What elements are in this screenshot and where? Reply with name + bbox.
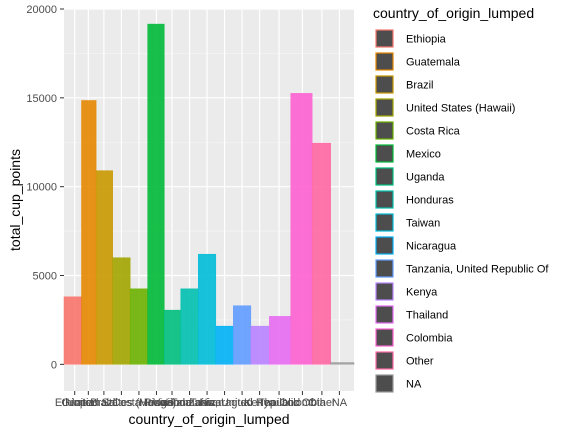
legend-label: Tanzania, United Republic Of <box>406 264 549 276</box>
y-axis-title: total_cup_points <box>7 149 23 251</box>
legend-label: Colombia <box>406 333 453 345</box>
bar-tanzania-united-republic-of <box>233 305 252 365</box>
bar-costa-rica <box>129 288 148 365</box>
y-tick-label: 5000 <box>33 271 57 283</box>
bars <box>63 23 355 365</box>
x-tick-label: Uganda <box>153 397 192 409</box>
legend-key <box>375 282 394 301</box>
legend-label: Uganda <box>406 172 445 184</box>
x-tick-label: Ethiopia <box>55 397 96 409</box>
legend-key <box>375 52 394 71</box>
y-tick-label: 10000 <box>26 182 57 194</box>
legend-label: Ethiopia <box>406 34 447 46</box>
x-tick-label: Brazil <box>90 397 118 409</box>
x-tick-label: NA <box>332 397 348 409</box>
bar-guatemala <box>81 100 97 365</box>
legend-label: Taiwan <box>406 218 440 230</box>
legend-key <box>375 98 394 117</box>
x-tick-label: United States (Hawaii) <box>67 397 176 409</box>
x-tick-label: Colombia <box>279 397 326 409</box>
legend-label: United States (Hawaii) <box>406 103 515 115</box>
bar-ethiopia <box>63 296 82 365</box>
x-tick-label: Nicaragua <box>200 397 251 409</box>
x-tick-label: Taiwan <box>190 397 224 409</box>
legend-label: Brazil <box>406 80 434 92</box>
y-axis: 0 5000 10000 15000 20000 <box>26 4 64 371</box>
legend-key <box>375 190 394 209</box>
legend-label: Thailand <box>406 310 448 322</box>
bar-thailand <box>269 316 291 365</box>
legend-label: NA <box>406 379 422 391</box>
bar-uganda <box>163 309 182 365</box>
bar-taiwan <box>198 253 217 365</box>
legend-key <box>375 236 394 255</box>
legend-key <box>375 75 394 94</box>
bar-mexico <box>147 23 165 365</box>
bar-other <box>311 142 331 365</box>
bar-nicaragua <box>215 325 234 365</box>
x-tick-label: Costa Rica <box>112 397 167 409</box>
y-tick-label: 20000 <box>26 4 57 16</box>
legend: country_of_origin_lumped Ethiopia Guatema… <box>373 5 549 393</box>
bar-brazil <box>95 170 113 365</box>
legend-key <box>375 374 394 393</box>
legend-key <box>375 29 394 48</box>
legend-key <box>375 305 394 324</box>
x-tick-label: Tanzania, United Republic Of <box>171 397 314 409</box>
legend-label: Costa Rica <box>406 126 461 138</box>
x-axis-title: country_of_origin_lumped <box>128 411 289 427</box>
x-tick-label: Mexico <box>139 397 174 409</box>
legend-label: Nicaragua <box>406 241 457 253</box>
legend-key <box>375 259 394 278</box>
legend-label: Honduras <box>406 195 454 207</box>
bar-colombia <box>290 93 313 365</box>
x-tick-label: Kenya <box>244 397 276 409</box>
x-tick-label: Other <box>308 397 336 409</box>
x-tick-label: Thailand <box>258 397 300 409</box>
legend-key <box>375 351 394 370</box>
legend-key <box>375 213 394 232</box>
legend-label: Kenya <box>406 287 438 299</box>
bar-na <box>330 362 355 365</box>
legend-key <box>375 121 394 140</box>
bar-honduras <box>180 288 199 365</box>
x-tick-label: Guatemala <box>61 397 116 409</box>
legend-key <box>375 144 394 163</box>
legend-title: country_of_origin_lumped <box>373 5 534 21</box>
y-tick-label: 15000 <box>26 93 57 105</box>
y-tick-label: 0 <box>51 359 57 371</box>
legend-label: Guatemala <box>406 57 461 69</box>
bar-kenya <box>250 325 270 365</box>
legend-label: Mexico <box>406 149 441 161</box>
x-tick-label: Honduras <box>166 397 214 409</box>
bar-united-states-hawaii- <box>112 257 131 365</box>
legend-key <box>375 328 394 347</box>
legend-key <box>375 167 394 186</box>
legend-label: Other <box>406 356 434 368</box>
